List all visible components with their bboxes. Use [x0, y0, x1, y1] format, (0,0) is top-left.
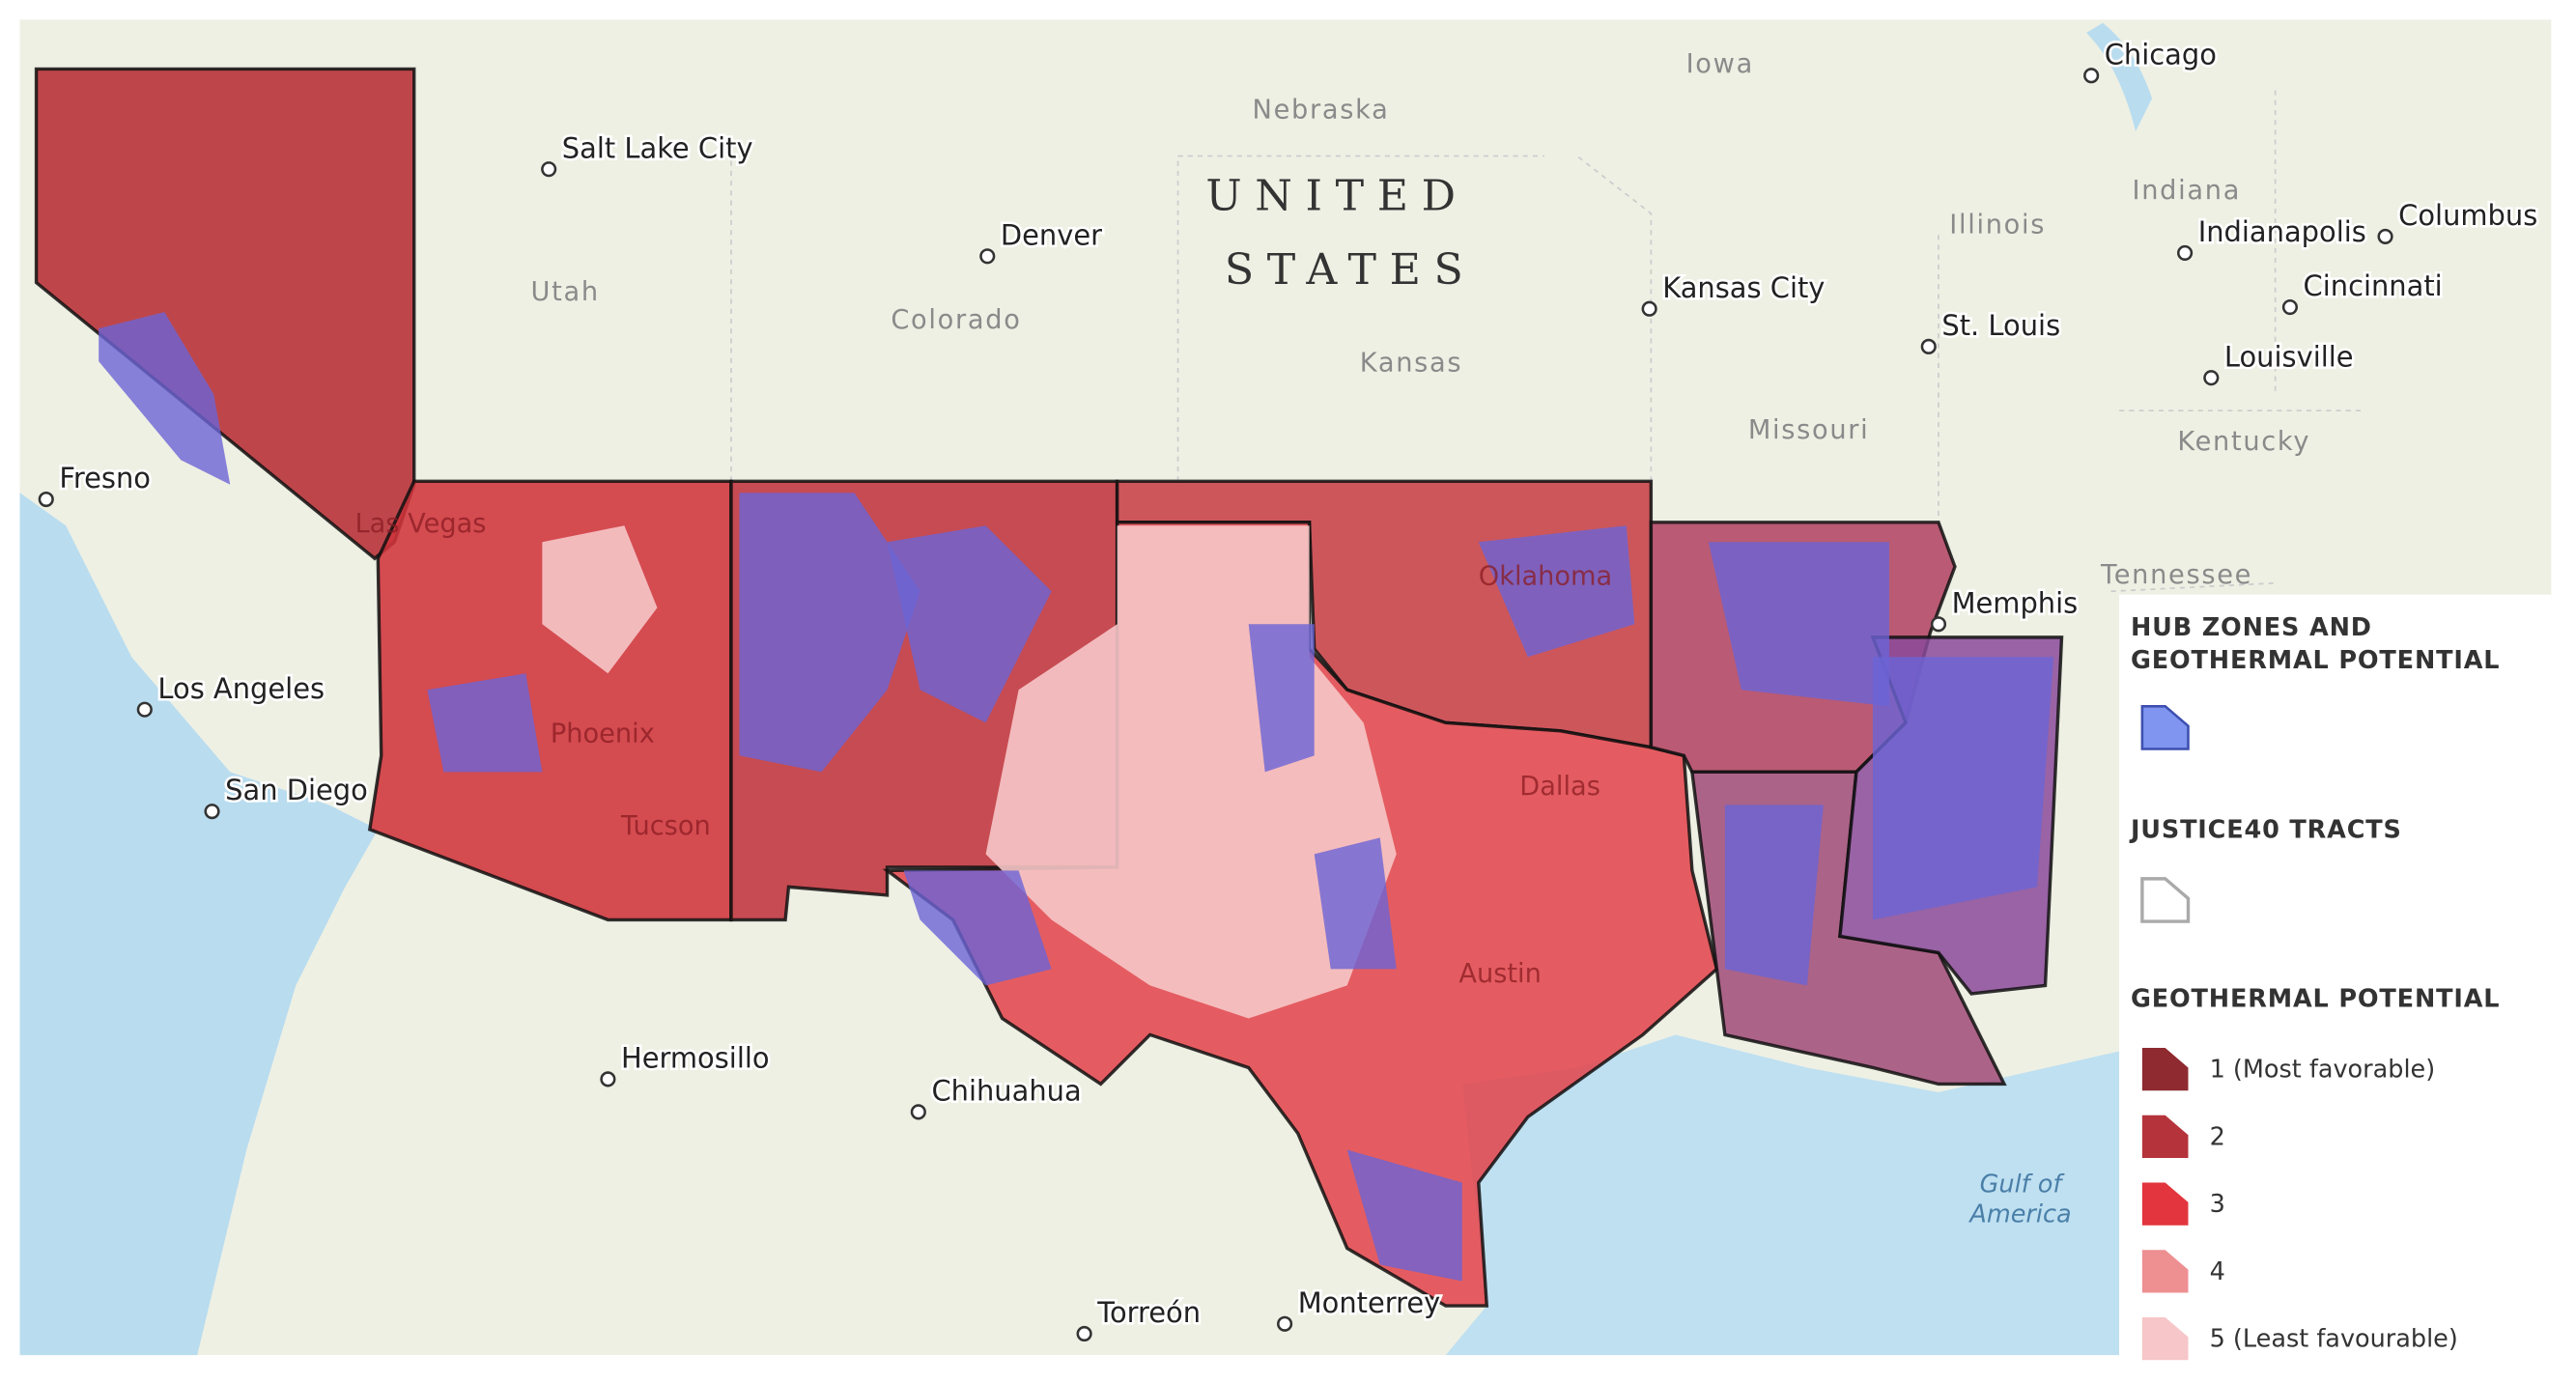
city-label: Indianapolis [2198, 215, 2366, 248]
city-marker [2083, 68, 2100, 84]
area-label: Las Vegas [354, 509, 486, 539]
legend-item: 5 (Least favourable) [2210, 1325, 2458, 1354]
legend-item: 2 [2210, 1122, 2225, 1151]
city-label: Kansas City [1662, 271, 1825, 304]
country-label: UNITED [1205, 172, 1468, 221]
city-label: Los Angeles [157, 672, 325, 705]
city-marker [2377, 228, 2393, 244]
city-label: Memphis [1952, 586, 2079, 619]
city-label: Columbus [2398, 199, 2537, 232]
state-label: Nebraska [1253, 95, 1390, 125]
city-label: Chicago [2105, 38, 2217, 71]
legend-swatch [2141, 1182, 2189, 1226]
legend-swatch [2140, 877, 2191, 923]
city-label: St. Louis [1941, 309, 2060, 342]
city-marker [1641, 300, 1657, 317]
area-label: Dallas [1519, 772, 1600, 802]
city-marker [2281, 298, 2299, 316]
legend-title: GEOTHERMAL POTENTIAL [2131, 985, 2500, 1014]
legend-item: 3 [2210, 1190, 2225, 1219]
state-label: Tennessee [2100, 560, 2252, 590]
state-label: Iowa [1686, 49, 1754, 79]
state-label: Kentucky [2177, 427, 2310, 457]
city-marker [979, 248, 996, 265]
legend-swatch [2141, 1048, 2189, 1091]
city-marker [541, 161, 557, 178]
city-marker [204, 804, 220, 820]
state-label: Colorado [891, 305, 1021, 335]
legend-item: 1 (Most favorable) [2210, 1056, 2436, 1085]
state-label: Missouri [1748, 415, 1870, 445]
legend-swatch [2141, 1250, 2189, 1293]
city-label: Chihuahua [931, 1074, 1081, 1107]
city-marker [38, 491, 54, 508]
city-label: Hermosillo [621, 1041, 770, 1074]
city-label: Fresno [59, 462, 151, 494]
city-label: Louisville [2224, 340, 2354, 373]
state-label: Illinois [1949, 211, 2046, 240]
state-label: Utah [531, 277, 600, 307]
city-marker [1277, 1315, 1293, 1332]
legend-item: 4 [2210, 1257, 2225, 1286]
water-label: America [1967, 1200, 2071, 1228]
city-label: Monterrey [1298, 1286, 1441, 1319]
city-marker [1930, 616, 1947, 633]
city-label: Denver [1001, 218, 1102, 251]
city-label: Salt Lake City [562, 131, 753, 164]
city-marker [2177, 244, 2194, 261]
area-label: Austin [1458, 959, 1542, 989]
city-label: San Diego [225, 774, 368, 806]
city-marker [136, 701, 153, 718]
city-marker [910, 1104, 926, 1120]
country-label: STATES [1225, 245, 1477, 295]
city-label: Torreón [1096, 1296, 1201, 1329]
legend-swatch [2141, 1316, 2189, 1361]
gulf [1445, 1034, 2120, 1356]
legend-panel [2119, 594, 2552, 1356]
city-marker [1076, 1325, 1092, 1342]
water-label: Gulf of [1980, 1171, 2066, 1200]
city-marker [1920, 338, 1937, 354]
legend-title: JUSTICE40 TRACTS [2129, 815, 2402, 844]
state-label: Indiana [2133, 176, 2242, 206]
legend-title: HUB ZONES AND [2131, 613, 2372, 642]
city-marker [2203, 370, 2220, 386]
state-label: Kansas [1360, 348, 1463, 378]
area-label: Oklahoma [1479, 561, 1612, 591]
city-label: Cincinnati [2304, 269, 2443, 302]
lake [2086, 22, 2153, 132]
hub-zone-areas [99, 312, 2054, 1282]
pacific-ocean [19, 493, 379, 1356]
legend-title: GEOTHERMAL POTENTIAL [2131, 646, 2500, 675]
area-label: Phoenix [551, 720, 655, 749]
area-label: Tucson [620, 811, 711, 841]
city-marker [600, 1071, 616, 1087]
legend-swatch [2141, 1115, 2189, 1159]
legend-swatch [2140, 705, 2190, 750]
